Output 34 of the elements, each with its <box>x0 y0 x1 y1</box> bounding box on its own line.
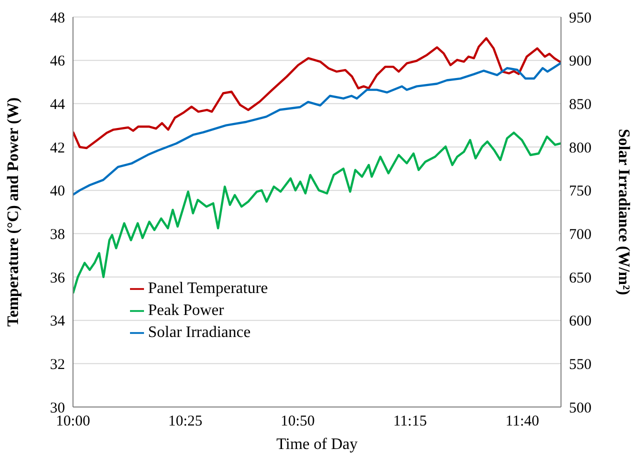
x-axis-title: Time of Day <box>276 436 358 453</box>
y2-tick-label: 650 <box>569 270 592 286</box>
x-tick-label: 10:25 <box>168 414 202 430</box>
y2-tick-label: 500 <box>569 400 592 416</box>
x-tick-label: 10:50 <box>280 414 315 430</box>
y2-axis-title: Solar Irradiance (W/m²) <box>615 128 632 296</box>
y2-tick-label: 850 <box>569 96 592 113</box>
y2-tick-label: 550 <box>569 356 592 373</box>
legend-label: Panel Temperature <box>148 280 268 297</box>
y-tick-label: 32 <box>50 356 65 373</box>
y2-tick-label: 750 <box>569 184 592 200</box>
y2-tick-label: 700 <box>569 226 592 243</box>
y-axis-title: Temperature (°C) and Power (W) <box>4 97 22 327</box>
x-tick-label: 11:15 <box>393 414 427 430</box>
y-tick-label: 42 <box>50 140 65 156</box>
legend-label: Peak Power <box>148 302 224 319</box>
y2-tick-label: 800 <box>569 140 592 156</box>
line-series <box>73 62 561 196</box>
y-tick-label: 38 <box>50 226 65 243</box>
y-tick-label: 44 <box>50 96 66 113</box>
y-tick-label: 48 <box>50 10 65 26</box>
x-tick-label: 10:00 <box>56 414 90 430</box>
y2-tick-label: 600 <box>569 314 592 330</box>
y2-tick-label: 950 <box>569 10 592 26</box>
y-tick-label: 40 <box>50 184 65 200</box>
y-tick-label: 34 <box>50 314 66 330</box>
line-series <box>73 37 561 150</box>
x-tick-label: 11:40 <box>506 414 540 430</box>
y2-tick-label: 900 <box>569 54 592 70</box>
line-series <box>73 132 561 294</box>
y-tick-label: 46 <box>50 54 66 70</box>
y-tick-label: 36 <box>50 270 66 286</box>
y-tick-label: 30 <box>50 400 65 416</box>
legend-label: Solar Irradiance <box>148 324 251 341</box>
